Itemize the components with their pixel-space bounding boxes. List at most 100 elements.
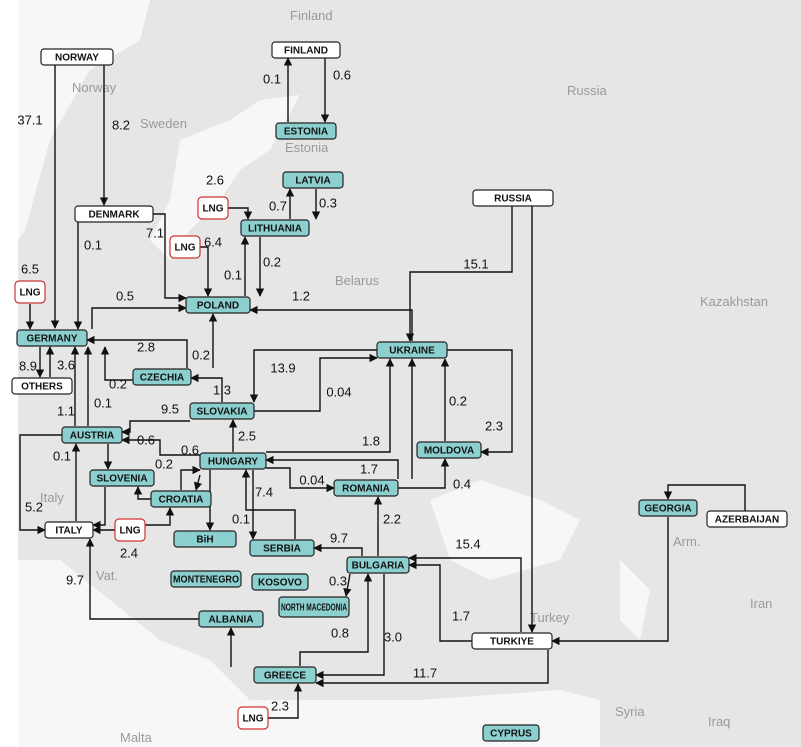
- node-box: [189, 402, 255, 420]
- node-box: [197, 196, 229, 220]
- flow-arrow: [405, 206, 513, 342]
- flow-arrow: [315, 574, 385, 680]
- flow-value: 1.2: [292, 288, 310, 303]
- flow-arrow: [145, 507, 175, 526]
- node-box: [74, 205, 154, 223]
- node-box: [638, 499, 698, 517]
- flow-value: 0.2: [263, 254, 281, 269]
- flow-value: 0.7: [269, 198, 287, 213]
- node-label: LNG: [202, 204, 223, 215]
- flow-arrow: [254, 353, 378, 412]
- flow-value: 8.2: [112, 117, 130, 132]
- flow-value: 0.6: [333, 67, 351, 82]
- flow-value: 2.8: [137, 339, 155, 354]
- node-box: [185, 296, 251, 314]
- flow-arrow: [193, 474, 203, 491]
- map-label: Kazakhstan: [700, 294, 768, 309]
- node-label: FINLAND: [284, 46, 328, 57]
- flow-value: 6.5: [21, 261, 39, 276]
- node-label: LATVIA: [295, 176, 330, 187]
- flow-arrow: [92, 487, 106, 530]
- flow-value: 0.04: [299, 472, 324, 487]
- node-box: [706, 510, 788, 528]
- flow-value: 7.4: [255, 484, 273, 499]
- node-box: [40, 48, 114, 66]
- map-label: Turkey: [530, 610, 570, 625]
- node-box: [416, 441, 482, 459]
- node-box: [170, 570, 242, 588]
- flow-arrow: [447, 349, 513, 457]
- flow-value: 11.7: [413, 665, 437, 680]
- flow-arrow: [19, 434, 62, 535]
- flow-arrow: [408, 553, 522, 632]
- node-label: MOLDOVA: [424, 446, 474, 457]
- node-label: AUSTRIA: [70, 431, 114, 442]
- flow-arrow: [180, 465, 201, 490]
- node-label: ROMANIA: [342, 484, 390, 495]
- node-label: SLOVAKIA: [197, 407, 248, 418]
- node-label: LNG: [19, 288, 40, 299]
- flow-value: 5.2: [25, 499, 43, 514]
- node-label: OTHERS: [21, 382, 63, 393]
- node-label: MONTENEGRO: [173, 575, 239, 586]
- flow-value: 1.1: [57, 403, 75, 418]
- node-label: BULGARIA: [352, 561, 405, 572]
- node-label: CYPRUS: [490, 729, 532, 740]
- flow-value: 9.7: [330, 530, 348, 545]
- flow-value: 13.9: [270, 360, 295, 375]
- flow-arrow: [249, 305, 413, 341]
- node-box: [169, 235, 201, 259]
- node-box: [173, 530, 237, 548]
- node-box: [253, 666, 317, 684]
- flow-value: 9.5: [161, 401, 179, 416]
- flow-value: 15.1: [463, 256, 488, 271]
- node-box: [114, 518, 146, 542]
- flow-value: 0.1: [232, 511, 250, 526]
- node-label: GEORGIA: [644, 504, 691, 515]
- node-label: ITALY: [55, 526, 83, 537]
- flow-arrow: [86, 335, 188, 368]
- flow-value: 37.1: [17, 112, 42, 127]
- node-label: RUSSIA: [494, 194, 532, 205]
- flow-arrow: [121, 435, 200, 456]
- flow-arrow: [315, 650, 549, 688]
- flow-value: 15.4: [455, 536, 480, 551]
- flow-value: 1.7: [452, 608, 470, 623]
- flow-arrow: [85, 538, 199, 620]
- flow-arrow: [313, 543, 363, 556]
- flow-arrow: [91, 303, 187, 329]
- node-box: [150, 490, 212, 508]
- flow-value: 0.2: [192, 347, 210, 362]
- map-label: Iraq: [708, 714, 730, 729]
- node-label: AZERBAIJAN: [715, 515, 779, 526]
- flow-value: 0.3: [329, 573, 347, 588]
- flow-arrow: [266, 467, 335, 493]
- node-label: ALBANIA: [209, 615, 254, 626]
- node-box: [198, 610, 264, 628]
- map-label: Russia: [567, 83, 608, 98]
- flow-value: 1.7: [360, 461, 378, 476]
- flow-value: 0.2: [449, 393, 467, 408]
- flow-arrow: [153, 213, 187, 303]
- node-box: [240, 219, 310, 237]
- node-box: [14, 280, 46, 304]
- node-label: CROATIA: [159, 495, 204, 506]
- node-label: BiH: [196, 535, 213, 546]
- flow-value: 2.4: [120, 545, 138, 560]
- flow-value: 3.0: [384, 629, 402, 644]
- node-box: [271, 41, 341, 59]
- flow-arrow: [265, 455, 399, 479]
- node-box: [132, 368, 192, 386]
- flow-value: 0.1: [263, 71, 281, 86]
- node-label: GREECE: [264, 671, 307, 682]
- flow-value: 2.6: [206, 172, 224, 187]
- flow-value: 2.3: [271, 698, 289, 713]
- flow-arrow: [398, 458, 450, 489]
- flow-value: 1.8: [362, 433, 380, 448]
- node-box: [89, 469, 155, 487]
- map-label: Norway: [72, 80, 117, 95]
- node-label: UKRAINE: [389, 346, 435, 357]
- map-label: Estonia: [285, 140, 329, 155]
- flow-value: 0.1: [84, 237, 102, 252]
- node-box: [333, 479, 399, 497]
